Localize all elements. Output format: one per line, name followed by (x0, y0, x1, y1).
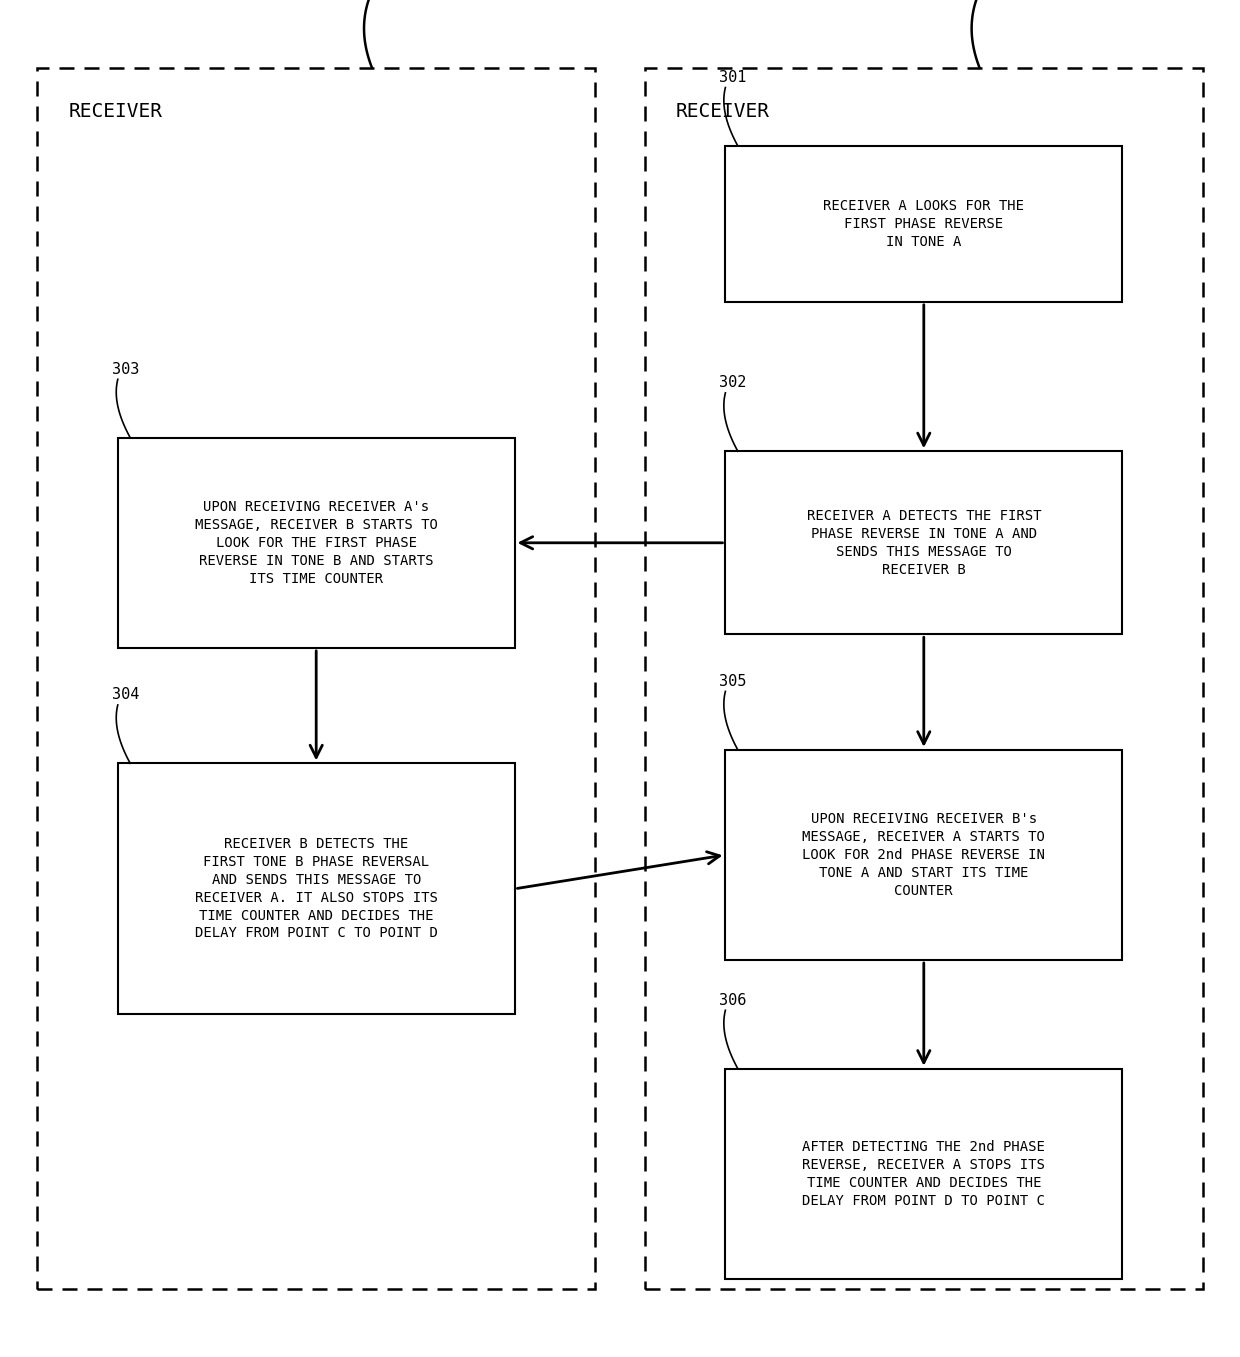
Text: RECEIVER A DETECTS THE FIRST
PHASE REVERSE IN TONE A AND
SENDS THIS MESSAGE TO
R: RECEIVER A DETECTS THE FIRST PHASE REVER… (806, 509, 1042, 577)
Bar (118, 763, 515, 1015)
Text: RECEIVER: RECEIVER (676, 102, 770, 121)
Text: RECEIVER A LOOKS FOR THE
FIRST PHASE REVERSE
IN TONE A: RECEIVER A LOOKS FOR THE FIRST PHASE REV… (823, 199, 1024, 248)
Bar (725, 147, 1122, 303)
Bar (37, 68, 595, 1289)
Text: AFTER DETECTING THE 2nd PHASE
REVERSE, RECEIVER A STOPS ITS
TIME COUNTER AND DEC: AFTER DETECTING THE 2nd PHASE REVERSE, R… (802, 1140, 1045, 1208)
Text: 301: 301 (719, 69, 746, 84)
Text: 305: 305 (719, 673, 746, 689)
Bar (645, 68, 1203, 1289)
Text: 303: 303 (112, 361, 139, 376)
Text: UPON RECEIVING RECEIVER B's
MESSAGE, RECEIVER A STARTS TO
LOOK FOR 2nd PHASE REV: UPON RECEIVING RECEIVER B's MESSAGE, REC… (802, 813, 1045, 897)
Text: UPON RECEIVING RECEIVER A's
MESSAGE, RECEIVER B STARTS TO
LOOK FOR THE FIRST PHA: UPON RECEIVING RECEIVER A's MESSAGE, REC… (195, 501, 438, 585)
Bar (725, 1069, 1122, 1278)
Text: RECEIVER: RECEIVER (68, 102, 162, 121)
Bar (725, 451, 1122, 635)
Bar (118, 437, 515, 649)
Text: 302: 302 (719, 375, 746, 391)
Text: 304: 304 (112, 687, 139, 703)
Bar (725, 749, 1122, 961)
Text: RECEIVER B DETECTS THE
FIRST TONE B PHASE REVERSAL
AND SENDS THIS MESSAGE TO
REC: RECEIVER B DETECTS THE FIRST TONE B PHAS… (195, 837, 438, 940)
Text: 306: 306 (719, 992, 746, 1007)
